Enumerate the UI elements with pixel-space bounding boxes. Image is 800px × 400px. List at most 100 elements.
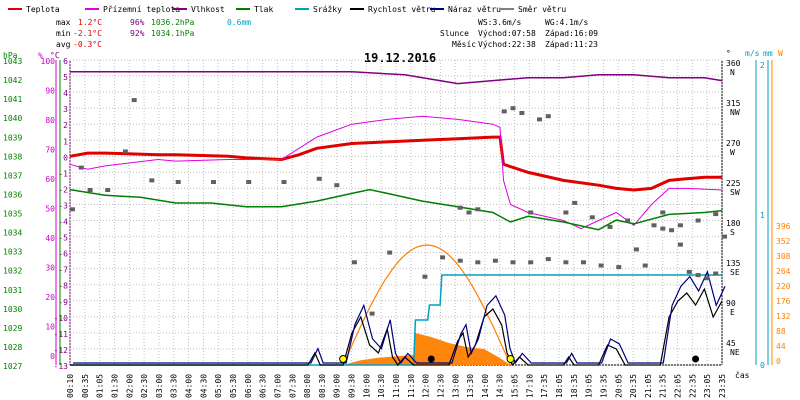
pct-tick-label: 100 <box>41 57 56 66</box>
x-tick-label: 12:00 <box>422 374 431 398</box>
dir-tick-compass: W <box>730 148 735 157</box>
x-tick-label: 13:00 <box>451 374 460 398</box>
chart-date: 19.12.2016 <box>364 51 436 65</box>
x-tick-label: 18:35 <box>570 374 579 398</box>
x-tick-label: 08:00 <box>303 374 312 398</box>
temp-tick-label: -13 <box>54 362 69 371</box>
temp-tick-label: -11 <box>54 330 69 339</box>
x-tick-label: 18:05 <box>555 374 564 398</box>
dir-tick-compass: NE <box>730 348 740 357</box>
dir-tick-label: 270 <box>726 139 741 148</box>
temp-tick-label: -10 <box>54 314 69 323</box>
x-tick-label: 21:05 <box>644 374 653 398</box>
wind-direction-point <box>149 178 155 183</box>
hpa-axis-label: hPa <box>3 51 18 60</box>
wind-direction-point <box>501 109 507 114</box>
hpa-tick-label: 1035 <box>3 210 22 219</box>
pct-tick-label: 60 <box>45 175 55 184</box>
stat-max-press: 1036.2hPa <box>151 18 195 27</box>
temp-tick-label: 2 <box>63 121 68 130</box>
ms-axis-label: m/s <box>745 49 760 58</box>
x-tick-label: 17:10 <box>525 374 534 398</box>
wind-direction-point <box>87 188 93 192</box>
legend: Teplota Přízemní teplota Vlhkost Tlak Srážky… <box>8 5 566 14</box>
wind-gust-summary: WG:4.1m/s <box>545 18 589 27</box>
x-tick-label: 02:30 <box>140 374 149 398</box>
x-tick-label: 19:35 <box>599 374 608 398</box>
wind-direction-point <box>695 273 701 278</box>
wind-direction-point <box>334 183 340 188</box>
wind-direction-point <box>677 223 683 228</box>
wm-tick-label: 0 <box>776 357 781 366</box>
wind-direction-point <box>475 207 481 212</box>
wind-direction-point <box>211 180 216 184</box>
hpa-tick-label: 1029 <box>3 324 22 333</box>
wind-direction-point <box>660 226 666 231</box>
wind-direction-point <box>131 98 137 103</box>
legend-label: Směr větru <box>518 5 566 14</box>
wind-direction-point <box>651 223 657 228</box>
hpa-tick-label: 1039 <box>3 133 22 142</box>
wind-direction-point <box>616 265 622 270</box>
mm-axis-label: mm <box>763 49 773 58</box>
ms-tick-label: 0 <box>760 361 765 370</box>
pct-tick-label: 70 <box>45 146 55 155</box>
stat-min-temp: -2.1°C <box>73 29 102 38</box>
wm-tick-label: 132 <box>776 312 791 321</box>
wind-direction-point <box>369 311 375 316</box>
x-tick-label: 00:10 <box>66 374 75 398</box>
wind-direction-point <box>246 180 252 184</box>
legend-label: Tlak <box>254 5 273 14</box>
wind-direction-point <box>528 260 534 265</box>
x-tick-label: 23:35 <box>718 374 727 398</box>
stat-max-hum: 96% <box>130 18 145 27</box>
x-tick-label: 05:00 <box>214 374 223 398</box>
series-line-rain <box>70 274 722 366</box>
wind-direction-point <box>528 210 534 215</box>
pct-axis-label: % <box>38 51 43 60</box>
hpa-tick-label: 1034 <box>3 229 22 238</box>
hpa-tick-label: 1027 <box>3 362 22 371</box>
x-tick-label: 00:35 <box>81 374 90 398</box>
pct-tick-label: 20 <box>45 293 55 302</box>
wm-tick-label: 88 <box>776 327 786 336</box>
series-line-pressure <box>69 188 723 231</box>
wind-direction-point <box>510 260 516 265</box>
temp-tick-label: 3 <box>63 105 68 114</box>
hpa-tick-label: 1028 <box>3 343 22 352</box>
temp-tick-label: -8 <box>58 282 68 291</box>
hpa-tick-label: 1042 <box>3 76 22 85</box>
x-tick-label: 03:30 <box>170 374 179 398</box>
moonrise-marker <box>692 355 700 363</box>
legend-label: Vlhkost <box>191 5 225 14</box>
wind-direction-point <box>519 111 525 115</box>
wind-direction-point <box>677 242 683 247</box>
dir-tick-label: 315 <box>726 99 741 108</box>
pct-tick-label: 80 <box>45 116 55 125</box>
x-tick-label: 14:30 <box>496 374 505 398</box>
wm-axis-label: W <box>778 49 783 58</box>
wind-direction-point <box>598 263 604 268</box>
x-tick-label: 23:05 <box>703 374 712 398</box>
wm-tick-label: 264 <box>776 267 791 276</box>
wind-direction-point <box>545 114 551 119</box>
legend-label: Rychlost větru <box>368 5 436 14</box>
x-tick-label: 22:05 <box>674 374 683 398</box>
wind-speed-summary: WS:3.6m/s <box>478 18 522 27</box>
x-tick-label: 02:00 <box>125 374 134 398</box>
pct-tick-label: 40 <box>45 234 55 243</box>
wind-direction-point <box>492 258 498 263</box>
wind-direction-point <box>537 117 542 122</box>
axes: hPa% °C ° m/s mm W104310421041104010391038103… <box>3 49 791 371</box>
hpa-tick-label: 1041 <box>3 95 22 104</box>
dir-tick-label: 45 <box>726 339 736 348</box>
wm-tick-label: 396 <box>776 222 791 231</box>
x-tick-label: 01:30 <box>110 374 119 398</box>
wind-direction-point <box>316 176 322 181</box>
x-tick-label: 07:30 <box>288 374 297 398</box>
wind-direction-point <box>589 215 595 220</box>
temp-tick-label: -7 <box>58 266 68 275</box>
x-tick-label: 04:30 <box>199 374 208 398</box>
wind-direction-point <box>387 250 393 255</box>
